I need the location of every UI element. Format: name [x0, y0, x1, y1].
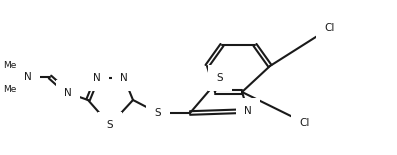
Text: N: N: [244, 106, 252, 116]
Text: S: S: [107, 120, 113, 130]
Text: N: N: [24, 72, 32, 82]
Text: Me: Me: [3, 60, 17, 69]
Text: N: N: [64, 88, 72, 98]
Text: Cl: Cl: [325, 23, 335, 33]
Text: Me: Me: [3, 84, 17, 93]
Text: S: S: [155, 108, 161, 118]
Text: N: N: [93, 73, 101, 83]
Text: N: N: [120, 73, 128, 83]
Text: S: S: [217, 73, 223, 83]
Text: Cl: Cl: [300, 118, 310, 128]
